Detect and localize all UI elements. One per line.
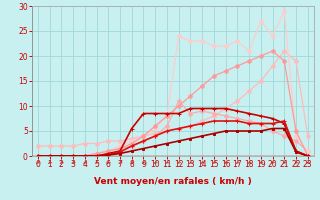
- X-axis label: Vent moyen/en rafales ( km/h ): Vent moyen/en rafales ( km/h ): [94, 178, 252, 186]
